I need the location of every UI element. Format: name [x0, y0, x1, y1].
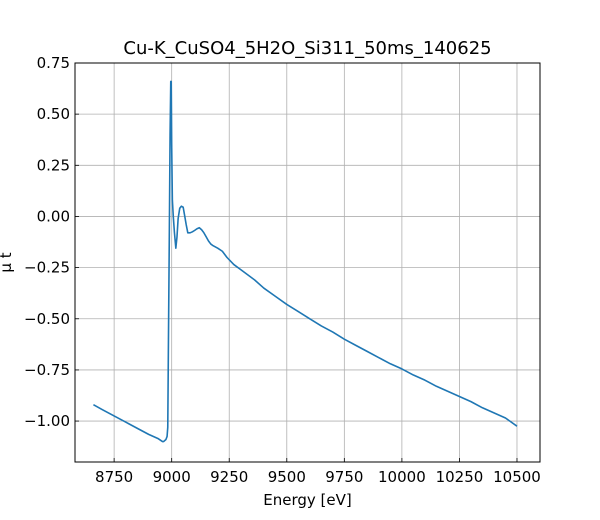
y-tick-label: −1.00 — [24, 412, 70, 430]
plot-frame — [74, 62, 541, 463]
y-tick-label: 0.25 — [37, 156, 70, 174]
ticks: 8750 9000 9250 9500 9750 10000 10250 10500 0.75 0… — [24, 54, 541, 486]
x-axis-label: Energy [eV] — [263, 491, 351, 509]
y-tick-label: 0.75 — [37, 54, 70, 72]
y-tick-label: 0.00 — [37, 207, 70, 225]
x-tick-label: 8750 — [95, 468, 133, 486]
chart-title: Cu-K_CuSO4_5H2O_Si311_50ms_140625 — [123, 38, 491, 59]
x-tick-label: 9250 — [210, 468, 248, 486]
x-tick-label: 10250 — [436, 468, 484, 486]
grid — [75, 62, 540, 462]
x-tick-label: 10000 — [378, 468, 426, 486]
x-tick-label: 9750 — [325, 468, 363, 486]
y-tick-label: −0.25 — [24, 259, 70, 277]
y-tick-label: −0.50 — [24, 310, 70, 328]
x-tick-label: 9000 — [153, 468, 191, 486]
series-line-0 — [93, 80, 518, 443]
x-tick-label: 9500 — [268, 468, 306, 486]
y-axis-label: μ t — [0, 252, 15, 272]
x-tick-label: 10500 — [493, 468, 541, 486]
y-tick-label: −0.75 — [24, 361, 70, 379]
series-layer — [93, 80, 518, 443]
y-tick-label: 0.50 — [37, 105, 70, 123]
